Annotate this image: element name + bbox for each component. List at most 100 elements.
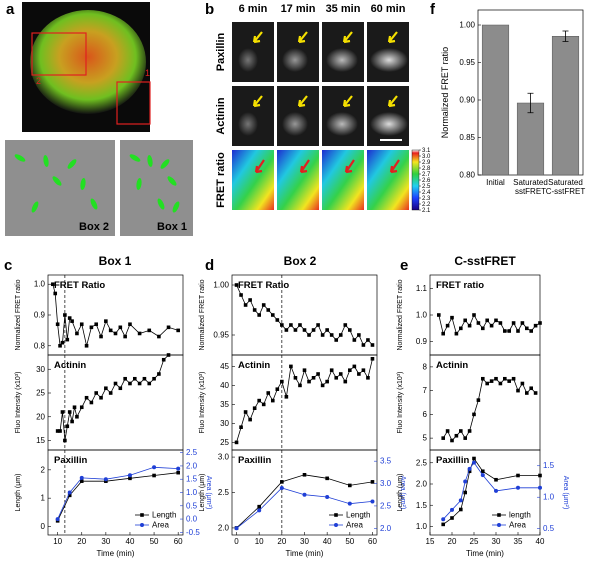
colorbar-label: 3.1	[422, 148, 431, 154]
data-point	[489, 379, 494, 383]
arrow	[387, 95, 398, 108]
data-point	[485, 318, 489, 323]
legend-marker	[497, 523, 501, 527]
y-tick-label: 1.00	[213, 281, 229, 290]
data-point	[79, 479, 84, 483]
legend-label: length	[509, 511, 531, 520]
data-point	[79, 475, 84, 480]
data-point	[450, 315, 454, 320]
data-point	[58, 343, 62, 348]
data-point	[441, 517, 446, 522]
box-label: Box 1	[157, 221, 187, 233]
data-point	[494, 376, 498, 381]
y-tick-label: 1.0	[34, 280, 46, 289]
panel-label: c	[4, 257, 12, 274]
data-point	[104, 319, 108, 323]
y-tick-label: 35	[220, 400, 229, 409]
data-point	[279, 486, 284, 491]
y-tick-label: 5	[423, 434, 428, 443]
colorbar-label: 2.6	[422, 178, 431, 184]
data-point	[103, 477, 108, 482]
adhesion	[172, 201, 180, 213]
y-tick-label: 25	[36, 389, 45, 398]
data-point	[538, 473, 542, 478]
y-tick-label: 0.9	[416, 337, 428, 346]
y-tick-label: 7	[423, 386, 428, 395]
adhesion	[147, 155, 153, 167]
x-tick-label: 25	[470, 537, 479, 546]
signal	[238, 48, 258, 72]
data-point	[280, 323, 284, 327]
subplot-title: Actinin	[238, 360, 270, 371]
data-point	[459, 429, 463, 433]
data-point	[525, 326, 529, 331]
data-point	[243, 410, 248, 414]
data-point	[338, 372, 343, 376]
panel-label: a	[6, 1, 15, 18]
x-tick-label: 20	[77, 537, 86, 546]
roi-label: 2	[36, 76, 41, 86]
data-point	[370, 343, 375, 347]
data-point	[445, 323, 450, 328]
data-point	[302, 472, 307, 477]
data-point	[266, 391, 271, 395]
panel-title: Box 2	[284, 254, 317, 268]
data-point	[454, 331, 459, 336]
data-point	[334, 338, 339, 342]
data-point	[252, 308, 257, 312]
data-point	[366, 338, 370, 342]
data-point	[257, 508, 262, 513]
x-tick-label: 15	[426, 537, 435, 546]
y-tick-label: 3.0	[218, 453, 230, 462]
series-line	[438, 314, 541, 335]
data-point	[307, 379, 311, 384]
data-point	[234, 440, 239, 445]
data-point	[320, 333, 325, 337]
arrow	[342, 95, 353, 108]
data-point	[467, 469, 472, 474]
data-point	[343, 379, 348, 384]
x-tick-label: Initial	[486, 178, 505, 187]
x-tick-label: 40	[126, 537, 135, 546]
x-tick-label: 10	[255, 537, 264, 546]
x-tick-label: 30	[300, 537, 309, 546]
data-point	[454, 433, 459, 438]
signal	[370, 112, 408, 136]
data-point	[538, 485, 542, 490]
data-point	[325, 379, 329, 384]
colorbar-label: 2.4	[422, 190, 431, 196]
data-point	[472, 460, 476, 465]
y-tick-label: 1.5	[416, 501, 428, 510]
adhesion	[67, 159, 77, 169]
subplot-title: Paxillin	[238, 455, 271, 466]
data-point	[161, 357, 166, 362]
data-point	[128, 476, 132, 481]
arrow	[252, 31, 263, 44]
roi-label: 1	[145, 68, 150, 78]
data-point	[481, 469, 485, 474]
data-point	[152, 465, 157, 470]
y-tick-label: 6	[423, 410, 428, 419]
ratio-image	[322, 150, 364, 210]
y-tick-label: 15	[36, 436, 45, 445]
data-point	[137, 331, 142, 336]
legend-label: Length	[346, 511, 370, 520]
legend-label: Area	[152, 521, 169, 530]
data-point	[320, 383, 325, 388]
data-point	[503, 329, 507, 333]
data-point	[529, 386, 533, 391]
data-point	[108, 391, 113, 395]
subplot-title: FRET Ratio	[54, 280, 105, 291]
arrow	[297, 95, 308, 108]
data-point	[441, 331, 445, 336]
y-axis-label: Fluo Intensity (x10³)	[397, 372, 404, 434]
y-tick-label: 0.8	[34, 341, 46, 350]
data-point	[257, 313, 261, 317]
ratio-image	[232, 150, 274, 210]
data-point	[118, 386, 123, 391]
data-point	[55, 517, 60, 522]
data-point	[520, 381, 525, 386]
signal	[282, 48, 308, 72]
error-bar	[562, 30, 569, 42]
data-point	[516, 388, 520, 393]
